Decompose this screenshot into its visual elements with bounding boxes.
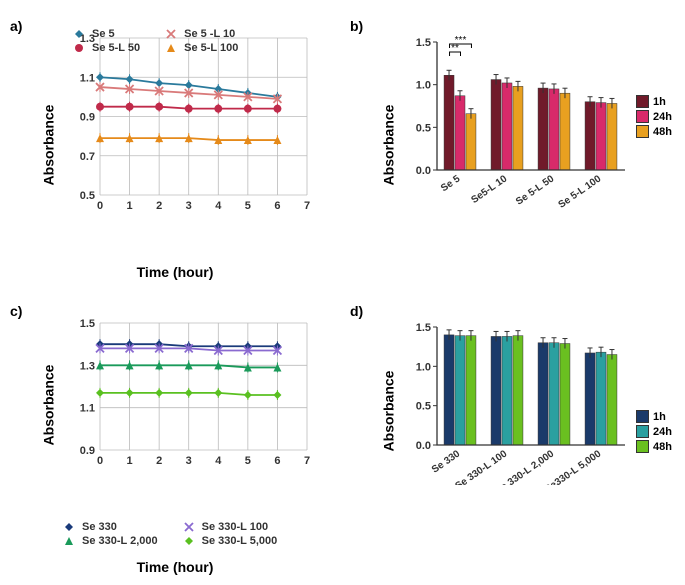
panel-c-label: c) <box>10 303 22 319</box>
panel-b-legend: 1h 24h 48h <box>636 95 682 138</box>
svg-text:Se 5-L 50: Se 5-L 50 <box>514 173 556 207</box>
svg-text:0.0: 0.0 <box>416 440 431 452</box>
legend-item: Se 330-L 2,000 <box>60 535 158 547</box>
panel-a-legend: Se 5 Se 5 -L 10 Se 5-L 50 Se 5-L 100 <box>70 28 248 54</box>
svg-text:5: 5 <box>245 200 251 212</box>
svg-text:2: 2 <box>156 200 162 212</box>
panel-d-plot: 0.00.51.01.5Se 330Se 330-L 100Se 330-L 2… <box>405 315 630 485</box>
svg-text:0.9: 0.9 <box>80 445 95 457</box>
panel-a-ylabel: Absorbance <box>40 105 56 186</box>
legend-item: Se 5-L 100 <box>162 42 238 54</box>
svg-text:1: 1 <box>127 455 133 467</box>
panel-d-label: d) <box>350 303 363 319</box>
svg-text:0: 0 <box>97 455 103 467</box>
svg-text:6: 6 <box>274 200 280 212</box>
svg-text:Se 330-L 100: Se 330-L 100 <box>453 448 509 485</box>
legend-item: 1h <box>636 95 672 108</box>
svg-text:0.0: 0.0 <box>416 165 431 177</box>
panel-c-legend: Se 330 Se 330-L 100 Se 330-L 2,000 Se 330-L… <box>60 521 287 547</box>
svg-text:1.3: 1.3 <box>80 360 95 372</box>
svg-text:3: 3 <box>186 200 192 212</box>
svg-text:0.9: 0.9 <box>80 112 95 124</box>
legend-item: 24h <box>636 425 672 438</box>
svg-text:7: 7 <box>304 200 310 212</box>
svg-text:Se5-L 10: Se5-L 10 <box>469 173 509 206</box>
svg-text:3: 3 <box>186 455 192 467</box>
legend-item: 24h <box>636 110 672 123</box>
svg-text:Se 5-L 100: Se 5-L 100 <box>557 173 604 210</box>
legend-item: Se 330-L 5,000 <box>180 535 278 547</box>
svg-text:1.5: 1.5 <box>416 322 431 334</box>
panel-b-ylabel: Absorbance <box>380 105 396 186</box>
legend-item: Se 5 <box>70 28 140 40</box>
svg-text:1.5: 1.5 <box>80 318 95 330</box>
panel-d-legend: 1h 24h 48h <box>636 410 682 453</box>
legend-item: 48h <box>636 125 672 138</box>
svg-text:1.0: 1.0 <box>416 361 431 373</box>
svg-text:0.7: 0.7 <box>80 151 95 163</box>
svg-text:1.0: 1.0 <box>416 80 431 92</box>
legend-item: Se 330-L 100 <box>180 521 278 533</box>
svg-text:1.1: 1.1 <box>80 72 95 84</box>
svg-text:Se 330: Se 330 <box>430 448 463 475</box>
svg-text:0.5: 0.5 <box>416 401 431 413</box>
svg-text:1: 1 <box>127 200 133 212</box>
svg-text:4: 4 <box>215 200 222 212</box>
svg-text:7: 7 <box>304 455 310 467</box>
svg-text:5: 5 <box>245 455 251 467</box>
svg-text:1.1: 1.1 <box>80 403 95 415</box>
svg-text:Se 5: Se 5 <box>439 173 463 194</box>
legend-item: 1h <box>636 410 672 423</box>
panel-a-xlabel: Time (hour) <box>137 264 214 280</box>
panel-c-ylabel: Absorbance <box>40 365 56 446</box>
panel-b-plot: 0.0 0.5 1.0 1.5 Se 5 Se5-L 10Se 5-L 50Se 5-L … <box>405 30 630 210</box>
svg-text:***: *** <box>455 35 467 46</box>
svg-text:4: 4 <box>215 455 222 467</box>
panel-d-ylabel: Absorbance <box>380 371 396 452</box>
legend-item: Se 5-L 50 <box>70 42 140 54</box>
svg-text:0.5: 0.5 <box>80 190 95 202</box>
legend-item: Se 5 -L 10 <box>162 28 238 40</box>
legend-item: 48h <box>636 440 672 453</box>
panel-b-label: b) <box>350 18 363 34</box>
svg-text:1.5: 1.5 <box>416 37 431 49</box>
svg-text:6: 6 <box>274 455 280 467</box>
svg-text:0: 0 <box>97 200 103 212</box>
panel-c-xlabel: Time (hour) <box>137 559 214 575</box>
svg-text:2: 2 <box>156 455 162 467</box>
svg-text:0.5: 0.5 <box>416 122 431 134</box>
legend-item: Se 330 <box>60 521 158 533</box>
panel-c-plot: 0.9 1.1 1.3 1.5 0 1 2 3 4 5 6 7 <box>65 315 315 475</box>
panel-a-plot: 0.50.70.91.11.301234567 <box>65 30 315 220</box>
panel-a-label: a) <box>10 18 22 34</box>
